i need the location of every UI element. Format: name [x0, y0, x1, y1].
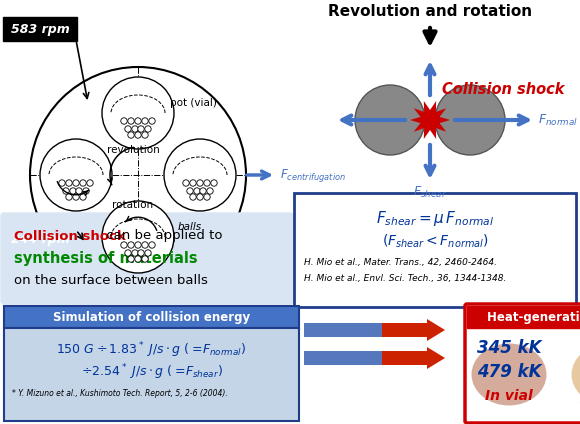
Text: Revolution and rotation: Revolution and rotation — [328, 5, 532, 20]
Circle shape — [87, 180, 93, 186]
Circle shape — [128, 118, 134, 124]
Circle shape — [102, 77, 174, 149]
Text: In vial: In vial — [485, 389, 533, 403]
Circle shape — [76, 188, 82, 194]
Circle shape — [125, 126, 131, 132]
Text: revolution: revolution — [107, 145, 160, 155]
Circle shape — [207, 188, 213, 194]
Text: 244 rpm: 244 rpm — [10, 232, 70, 245]
Text: Simulation of collision energy: Simulation of collision energy — [53, 310, 250, 324]
Circle shape — [135, 132, 141, 138]
Circle shape — [135, 118, 141, 124]
Circle shape — [200, 188, 206, 194]
Circle shape — [135, 256, 141, 262]
FancyBboxPatch shape — [1, 213, 293, 304]
Circle shape — [355, 85, 425, 155]
Ellipse shape — [571, 343, 580, 405]
Circle shape — [66, 180, 72, 186]
Text: Collision shock: Collision shock — [442, 83, 564, 98]
Circle shape — [149, 242, 155, 248]
Circle shape — [164, 139, 236, 211]
Circle shape — [40, 139, 112, 211]
Circle shape — [125, 250, 131, 256]
Circle shape — [59, 180, 65, 186]
Text: $F_{centrifugation}$: $F_{centrifugation}$ — [280, 167, 346, 184]
FancyBboxPatch shape — [4, 328, 299, 421]
Circle shape — [70, 188, 76, 194]
Circle shape — [63, 188, 69, 194]
Text: * Y. Mizuno et al., Kushimoto Tech. Report, 5, 2-6 (2004).: * Y. Mizuno et al., Kushimoto Tech. Repo… — [12, 388, 228, 398]
Circle shape — [145, 126, 151, 132]
Circle shape — [190, 194, 196, 200]
Polygon shape — [410, 101, 450, 139]
Circle shape — [197, 194, 203, 200]
Circle shape — [211, 180, 217, 186]
FancyBboxPatch shape — [465, 304, 580, 423]
Circle shape — [102, 201, 174, 273]
Text: Heat-generation for 24 h: Heat-generation for 24 h — [487, 310, 580, 324]
Ellipse shape — [472, 343, 546, 405]
Text: 583 rpm: 583 rpm — [10, 22, 70, 36]
Circle shape — [204, 180, 210, 186]
Circle shape — [204, 194, 210, 200]
Circle shape — [194, 188, 200, 194]
Circle shape — [121, 242, 127, 248]
Circle shape — [132, 250, 138, 256]
Circle shape — [183, 180, 189, 186]
Circle shape — [135, 242, 141, 248]
Circle shape — [66, 194, 72, 200]
Circle shape — [128, 132, 134, 138]
FancyArrow shape — [304, 319, 445, 341]
Text: $F_{normal}$: $F_{normal}$ — [538, 112, 578, 128]
Text: 479 kK: 479 kK — [477, 363, 541, 381]
Circle shape — [138, 126, 144, 132]
Circle shape — [73, 194, 79, 200]
Circle shape — [435, 85, 505, 155]
Text: balls: balls — [178, 222, 202, 232]
Circle shape — [197, 180, 203, 186]
Circle shape — [142, 132, 148, 138]
Text: H. Mio et al., Mater. Trans., 42, 2460-2464.: H. Mio et al., Mater. Trans., 42, 2460-2… — [304, 259, 497, 268]
Circle shape — [190, 180, 196, 186]
FancyBboxPatch shape — [3, 227, 77, 251]
Circle shape — [142, 242, 148, 248]
FancyArrow shape — [304, 347, 445, 369]
Circle shape — [145, 250, 151, 256]
Circle shape — [83, 188, 89, 194]
FancyBboxPatch shape — [304, 323, 382, 337]
Circle shape — [142, 256, 148, 262]
Text: $F_{shear} = \mu\, F_{normal}$: $F_{shear} = \mu\, F_{normal}$ — [376, 209, 494, 229]
Circle shape — [142, 118, 148, 124]
Text: $F_{shear}$: $F_{shear}$ — [413, 185, 447, 200]
Text: $(F_{shear} < F_{normal})$: $(F_{shear} < F_{normal})$ — [382, 232, 488, 250]
Circle shape — [73, 180, 79, 186]
Circle shape — [80, 180, 86, 186]
Text: pot (vial): pot (vial) — [169, 98, 216, 108]
Text: $\div 2.54^*\ J/s\cdot g\ (=\!F_{shear})$: $\div 2.54^*\ J/s\cdot g\ (=\!F_{shear})… — [81, 362, 223, 382]
Circle shape — [128, 256, 134, 262]
Text: per ball: per ball — [579, 389, 580, 403]
Text: $150\ G \div 1.83^*\ J/s\cdot g\ (=\!F_{normal})$: $150\ G \div 1.83^*\ J/s\cdot g\ (=\!F_{… — [56, 340, 246, 360]
Text: 345 kK: 345 kK — [477, 339, 541, 357]
Text: on the surface between balls: on the surface between balls — [14, 273, 208, 287]
FancyBboxPatch shape — [3, 17, 77, 41]
Circle shape — [80, 194, 86, 200]
FancyBboxPatch shape — [467, 306, 580, 328]
Circle shape — [132, 126, 138, 132]
Circle shape — [128, 242, 134, 248]
Text: H. Mio et al., Envl. Sci. Tech., 36, 1344-1348.: H. Mio et al., Envl. Sci. Tech., 36, 134… — [304, 274, 506, 284]
Text: rotation: rotation — [113, 200, 154, 210]
Circle shape — [138, 250, 144, 256]
Circle shape — [187, 188, 193, 194]
Text: can be applied to: can be applied to — [102, 229, 223, 243]
Text: synthesis of materials: synthesis of materials — [14, 251, 198, 265]
FancyBboxPatch shape — [4, 306, 299, 328]
FancyBboxPatch shape — [304, 351, 382, 365]
Circle shape — [149, 118, 155, 124]
FancyBboxPatch shape — [294, 193, 576, 307]
Text: Collision shock: Collision shock — [14, 229, 126, 243]
Circle shape — [121, 118, 127, 124]
